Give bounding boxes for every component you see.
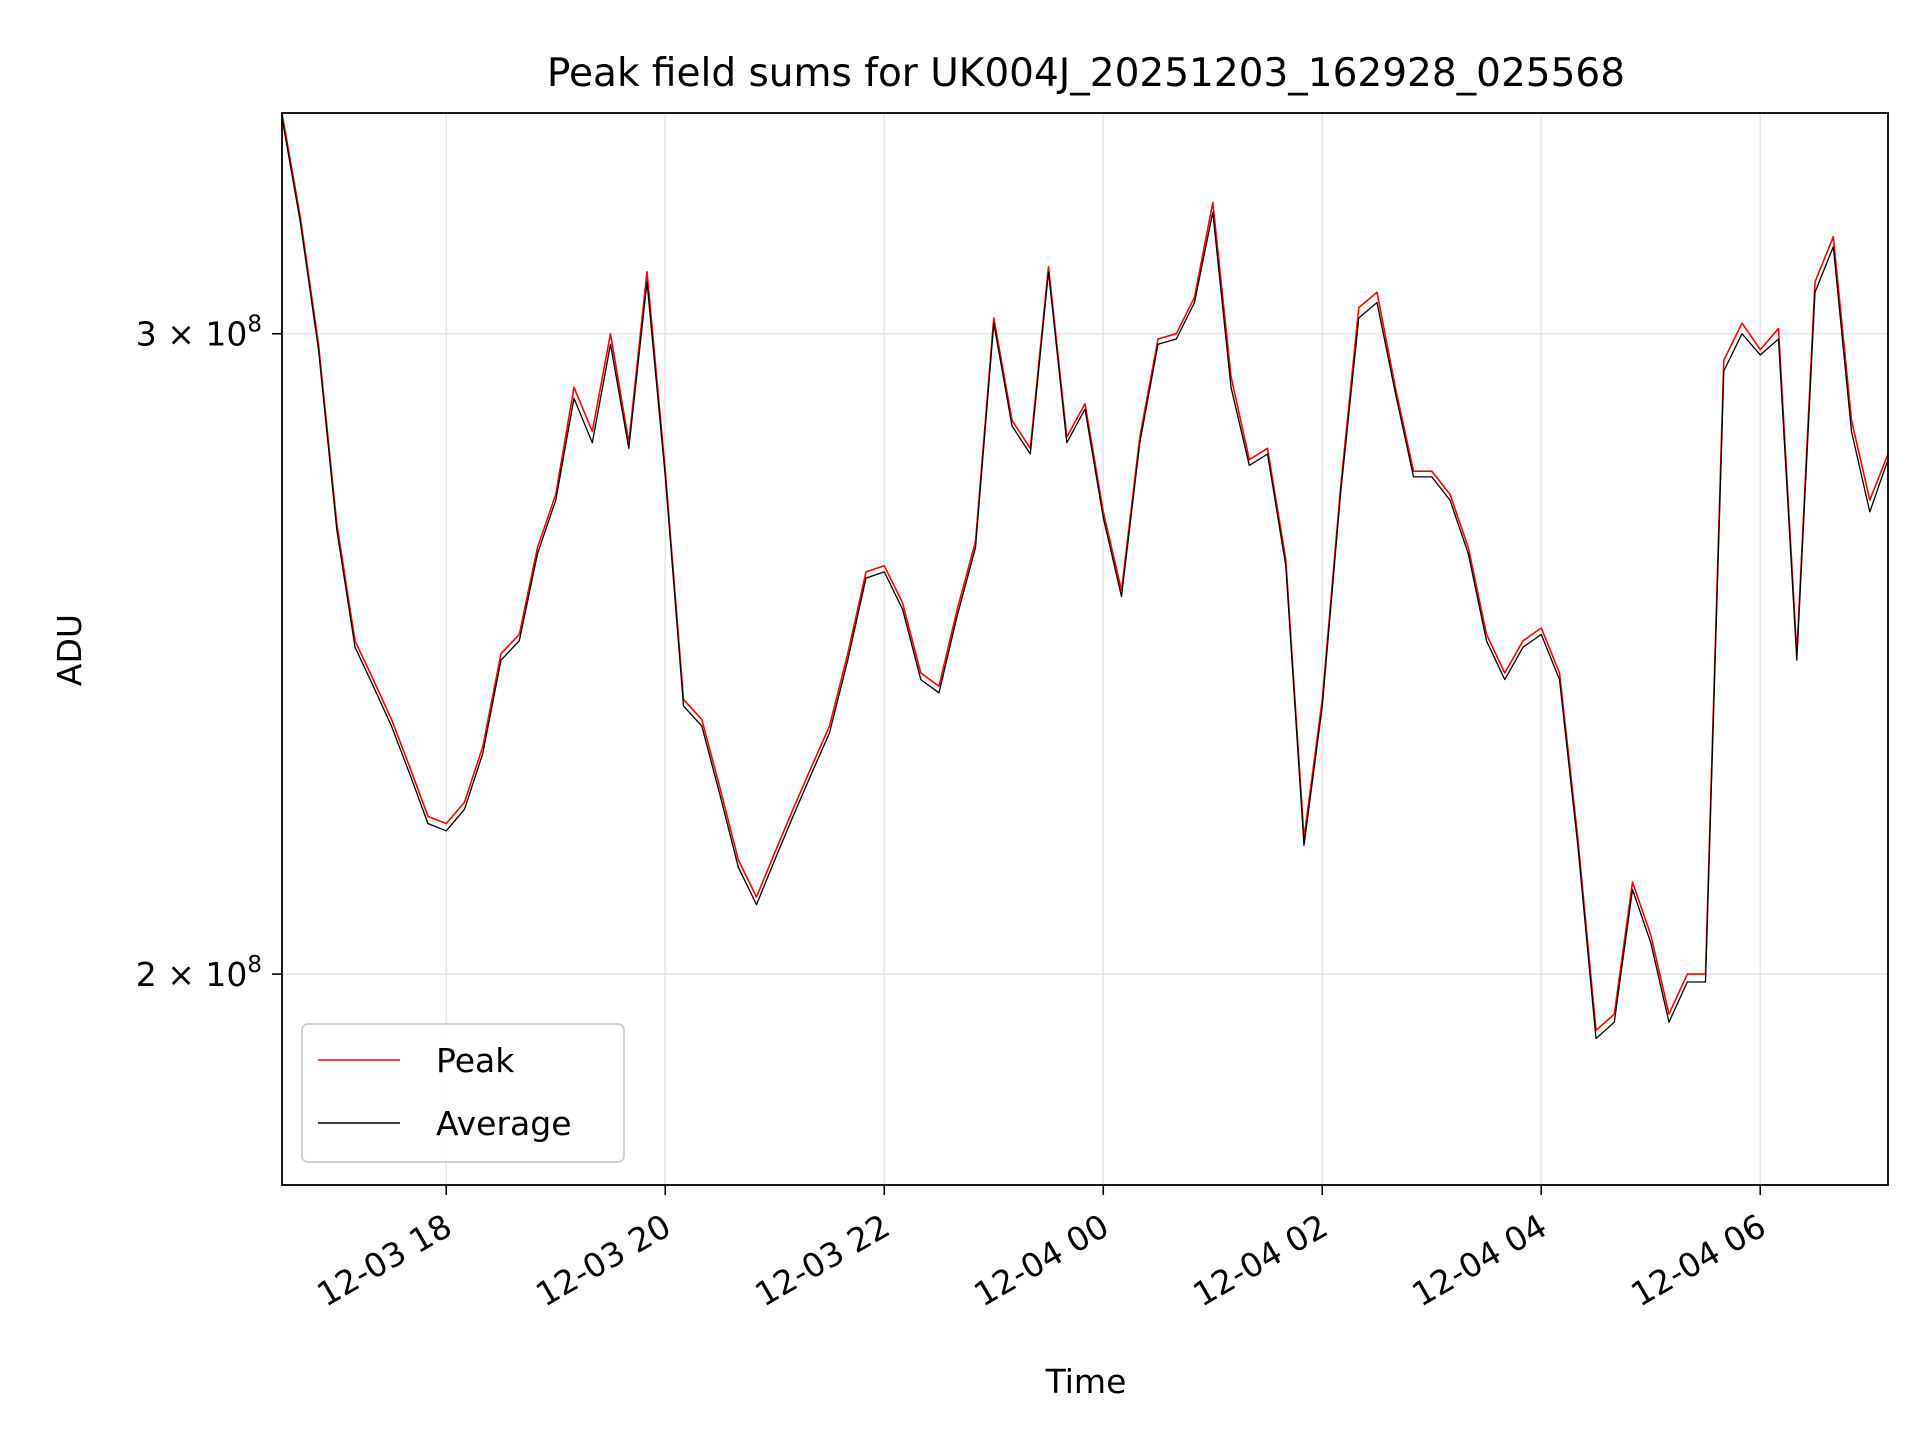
y-tick-label: 2 × 108 bbox=[136, 952, 262, 994]
legend-label-average: Average bbox=[436, 1104, 572, 1143]
series-line-average bbox=[281, 117, 1889, 1040]
legend-box bbox=[301, 1023, 625, 1163]
plot-area-frame bbox=[281, 112, 1889, 1186]
y-tick-label: 3 × 108 bbox=[136, 312, 262, 354]
grid bbox=[282, 113, 1888, 1185]
legend: Peak Average bbox=[301, 1023, 625, 1163]
legend-label-peak: Peak bbox=[436, 1041, 515, 1080]
plot-series bbox=[281, 112, 1889, 1040]
y-axis-label: ADU bbox=[50, 614, 89, 686]
chart-title: Peak field sums for UK004J_20251203_1629… bbox=[547, 51, 1625, 96]
x-axis-label: Time bbox=[1045, 1362, 1127, 1401]
series-line-peak bbox=[281, 112, 1889, 1032]
